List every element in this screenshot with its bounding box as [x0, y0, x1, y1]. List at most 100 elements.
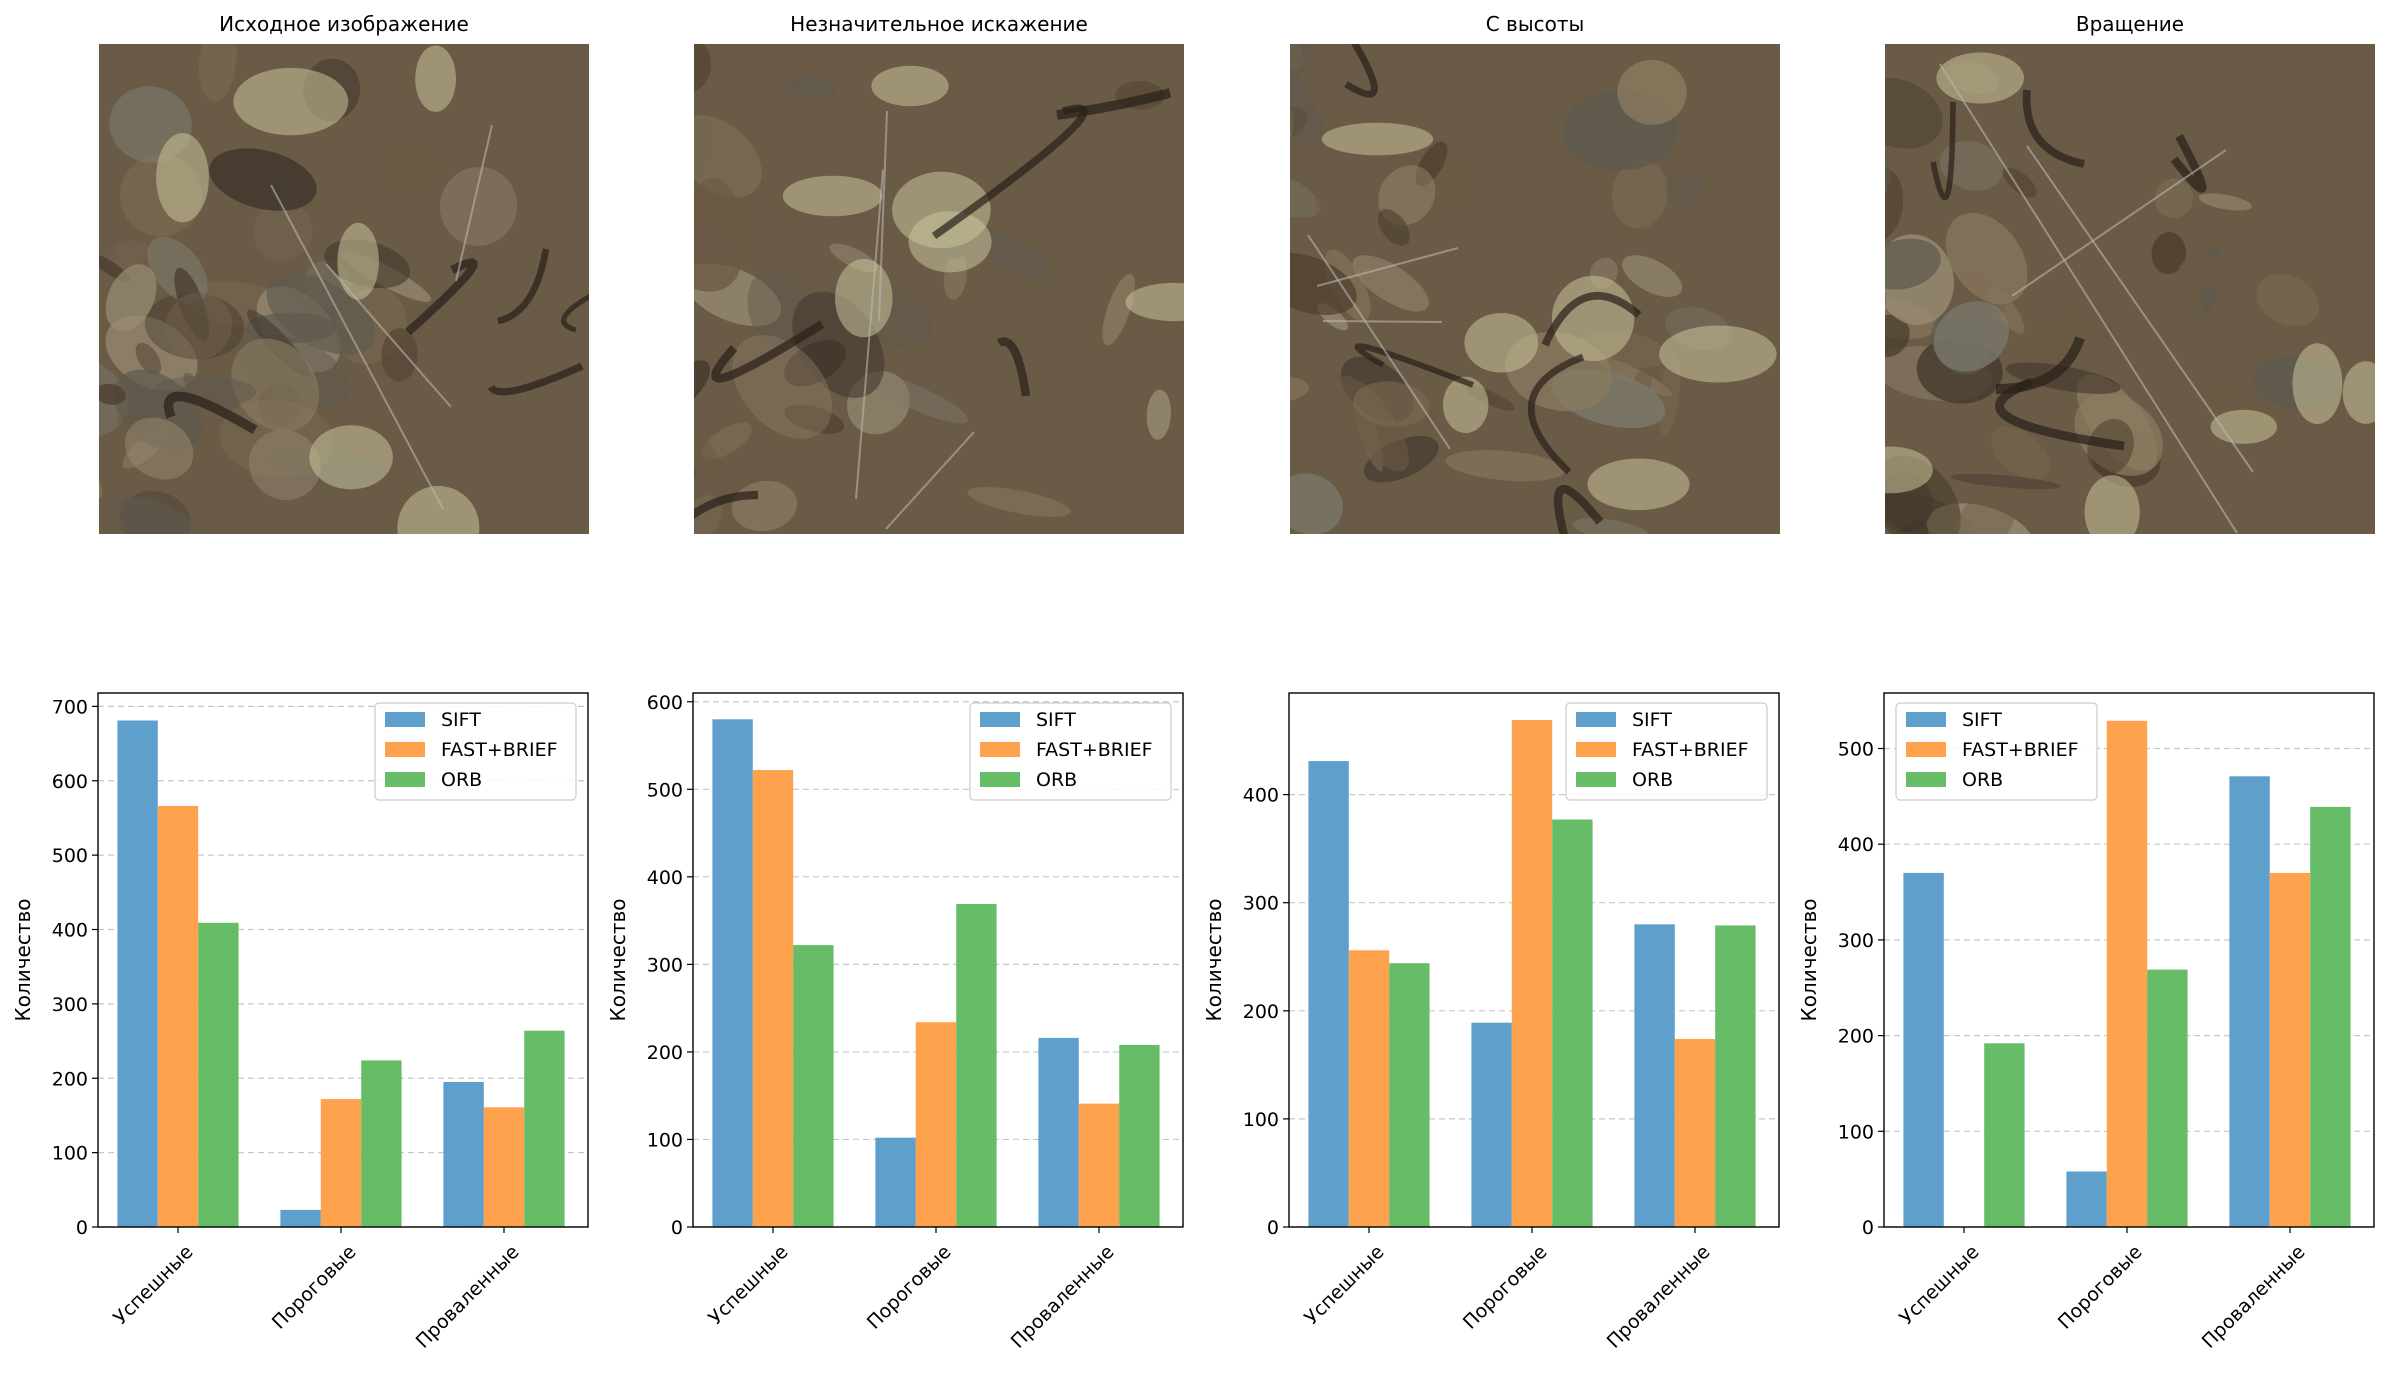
- bar-fast-brief: [1078, 1103, 1120, 1227]
- x-tick-label: Успешные: [1895, 1241, 1983, 1329]
- bar-sift: [875, 1137, 916, 1227]
- urban-area: [871, 65, 949, 107]
- satellite-image-original: [99, 44, 589, 534]
- y-tick-label: 400: [52, 920, 88, 942]
- bar-sift: [1038, 1037, 1079, 1227]
- terrain-patch: [1290, 44, 1304, 70]
- y-tick-label: 600: [647, 692, 683, 714]
- terrain-patch: [1353, 381, 1430, 427]
- legend-swatch: [1576, 742, 1616, 757]
- bar-sift: [1634, 924, 1675, 1227]
- terrain-patch: [1945, 212, 2028, 305]
- terrain-patch: [2025, 317, 2084, 371]
- y-tick-label: 400: [1243, 785, 1279, 807]
- terrain-patch: [165, 292, 232, 360]
- x-tick-label: Проваленные: [1603, 1241, 1715, 1353]
- legend: SIFT FAST+BRIEF ORB: [1895, 702, 2098, 801]
- chart-2: 0 100 200 300 400 500 600 Успешные Пороговые Пров…: [606, 692, 1184, 1353]
- y-tick-label: 200: [647, 1042, 683, 1064]
- terrain-patch: [124, 417, 194, 480]
- bar-orb: [1119, 1044, 1160, 1227]
- terrain-patch: [1885, 167, 1904, 242]
- legend-swatch: [1576, 712, 1616, 727]
- urban-area: [1125, 282, 1184, 322]
- urban-area: [1936, 52, 2024, 104]
- terrain-patch: [2003, 167, 2037, 198]
- urban-area: [1321, 122, 1434, 156]
- urban-area: [2084, 475, 2140, 534]
- urban-area: [782, 175, 883, 217]
- bar-fast-brief: [320, 1099, 362, 1227]
- bar-orb: [1715, 925, 1756, 1227]
- y-tick-label: 200: [1838, 1026, 1874, 1048]
- bar-fast-brief: [2269, 872, 2311, 1227]
- legend-label: SIFT: [441, 709, 481, 731]
- urban-area: [337, 222, 379, 300]
- terrain-patch: [1445, 450, 1566, 482]
- ridge-line: [1354, 343, 1475, 388]
- terrain-patch: [439, 166, 518, 246]
- legend-label: FAST+BRIEF: [1632, 739, 1749, 761]
- bar-fast-brief: [1511, 720, 1553, 1227]
- terrain-patch: [135, 342, 162, 375]
- bar-orb: [2310, 806, 2351, 1227]
- legend-swatch: [980, 712, 1020, 727]
- road-line: [1322, 320, 1443, 323]
- terrain-patch: [198, 44, 237, 102]
- legend-swatch: [1576, 772, 1616, 787]
- terrain-patch: [1954, 487, 2016, 534]
- y-tick-label: 700: [52, 696, 88, 718]
- y-axis-label: Количество: [606, 898, 630, 1021]
- x-tick-label: Пороговые: [2054, 1241, 2147, 1334]
- terrain-patch: [209, 148, 317, 211]
- ridge-line: [996, 337, 1031, 397]
- bar-sift: [1903, 872, 1944, 1227]
- urban-area: [415, 45, 456, 112]
- chart-4: 0 100 200 300 400 500 Успешные Пороговые Провале…: [1797, 692, 2375, 1353]
- urban-area: [892, 171, 991, 249]
- y-tick-label: 100: [647, 1129, 683, 1151]
- terrain-patch: [745, 69, 837, 99]
- legend-swatch: [385, 772, 425, 787]
- legend: SIFT FAST+BRIEF ORB: [969, 702, 1172, 801]
- legend-label: ORB: [1962, 769, 2003, 791]
- ridge-line: [694, 490, 759, 520]
- bar-orb: [1984, 1043, 2025, 1227]
- ridge-line: [487, 362, 584, 396]
- terrain-patch: [112, 496, 211, 534]
- y-tick-label: 0: [671, 1217, 683, 1239]
- legend: SIFT FAST+BRIEF ORB: [1565, 702, 1768, 801]
- y-tick-label: 300: [647, 954, 683, 976]
- axes-frame: [1288, 692, 1780, 1228]
- road-line: [855, 169, 884, 500]
- legend-box: [969, 702, 1172, 801]
- terrain-patch: [1415, 141, 1448, 187]
- terrain-patch: [694, 178, 745, 266]
- terrain-base: [694, 44, 1184, 534]
- terrain-patch: [1290, 164, 1322, 218]
- road-line: [455, 124, 493, 282]
- y-tick-label: 100: [1243, 1109, 1279, 1131]
- bar-orb: [1552, 819, 1593, 1227]
- y-tick-label: 600: [52, 771, 88, 793]
- road-line: [1939, 63, 2238, 534]
- urban-area: [1885, 446, 1933, 494]
- x-tick-label: Проваленные: [2198, 1241, 2310, 1353]
- y-tick-label: 0: [76, 1217, 88, 1239]
- terrain-patch: [711, 479, 808, 527]
- legend-swatch: [1906, 712, 1946, 727]
- ridge-line: [711, 320, 825, 383]
- ridge-line: [1930, 101, 1956, 201]
- axes-frame: [692, 692, 1184, 1228]
- legend-label: SIFT: [1632, 709, 1672, 731]
- road-line: [2011, 149, 2227, 297]
- y-tick-label: 0: [1862, 1217, 1874, 1239]
- bar-fast-brief: [915, 1022, 957, 1227]
- axes-frame: [97, 692, 589, 1228]
- legend-label: SIFT: [1962, 709, 2002, 731]
- x-tick-label: Успешные: [1300, 1241, 1388, 1329]
- urban-area: [1464, 313, 1539, 373]
- legend-box: [374, 702, 577, 801]
- terrain-patch: [1885, 238, 1941, 290]
